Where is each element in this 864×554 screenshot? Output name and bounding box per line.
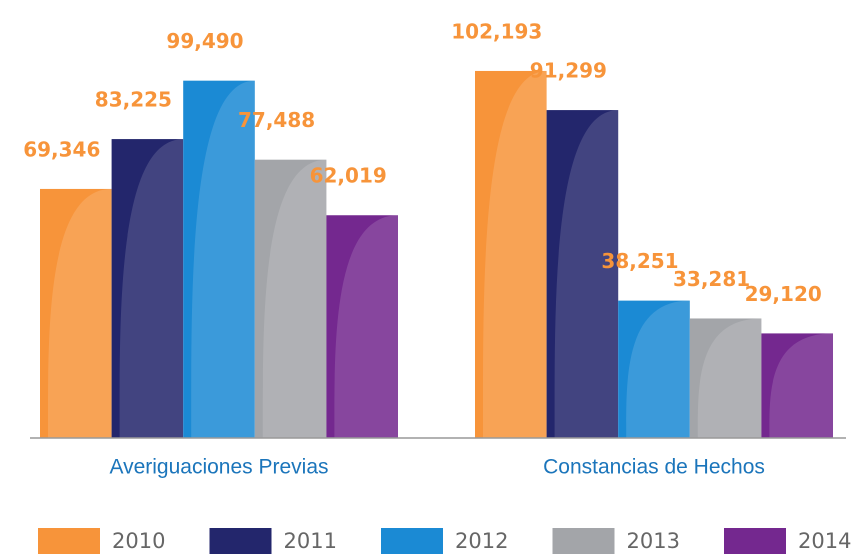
bar-shine <box>554 110 619 439</box>
bar <box>689 318 762 438</box>
bar <box>326 215 398 438</box>
legend-label: 2014 <box>798 529 851 553</box>
bar <box>254 159 327 438</box>
legend-swatch <box>381 528 443 554</box>
legend-label: 2013 <box>627 529 680 553</box>
bar-shine <box>769 333 833 438</box>
value-label: 38,251 <box>601 249 678 273</box>
category-label: Constancias de Hechos <box>543 456 765 479</box>
legend-swatch <box>209 528 272 554</box>
value-label: 29,120 <box>745 282 822 306</box>
legend-label: 2010 <box>112 529 165 553</box>
bar <box>183 80 255 438</box>
value-label: 91,299 <box>530 59 607 83</box>
bar-shine <box>626 300 690 438</box>
value-label: 62,019 <box>310 164 387 188</box>
bar-shine <box>482 70 547 438</box>
bar-shine <box>119 139 184 438</box>
legend-label: 2011 <box>284 529 337 553</box>
bar-shine <box>47 188 112 438</box>
legend-swatch <box>38 528 100 554</box>
bar <box>40 188 112 438</box>
value-label: 69,346 <box>23 137 100 161</box>
bar <box>475 70 547 438</box>
value-label: 102,193 <box>451 19 542 43</box>
bar-shine <box>697 318 762 438</box>
bar-shine <box>191 80 255 438</box>
value-label: 77,488 <box>238 108 315 132</box>
category-label: Averiguaciones Previas <box>109 456 328 479</box>
value-label: 83,225 <box>95 88 172 112</box>
bar <box>546 110 619 439</box>
value-label: 99,490 <box>166 29 243 53</box>
bar <box>761 333 833 438</box>
legend-label: 2012 <box>455 529 508 553</box>
legend-swatch <box>724 528 786 554</box>
bar <box>111 139 184 438</box>
value-label: 33,281 <box>673 267 750 291</box>
bar-shine <box>334 215 398 438</box>
legend-swatch <box>552 528 615 554</box>
bar-shine <box>262 159 327 438</box>
bar <box>618 300 690 438</box>
